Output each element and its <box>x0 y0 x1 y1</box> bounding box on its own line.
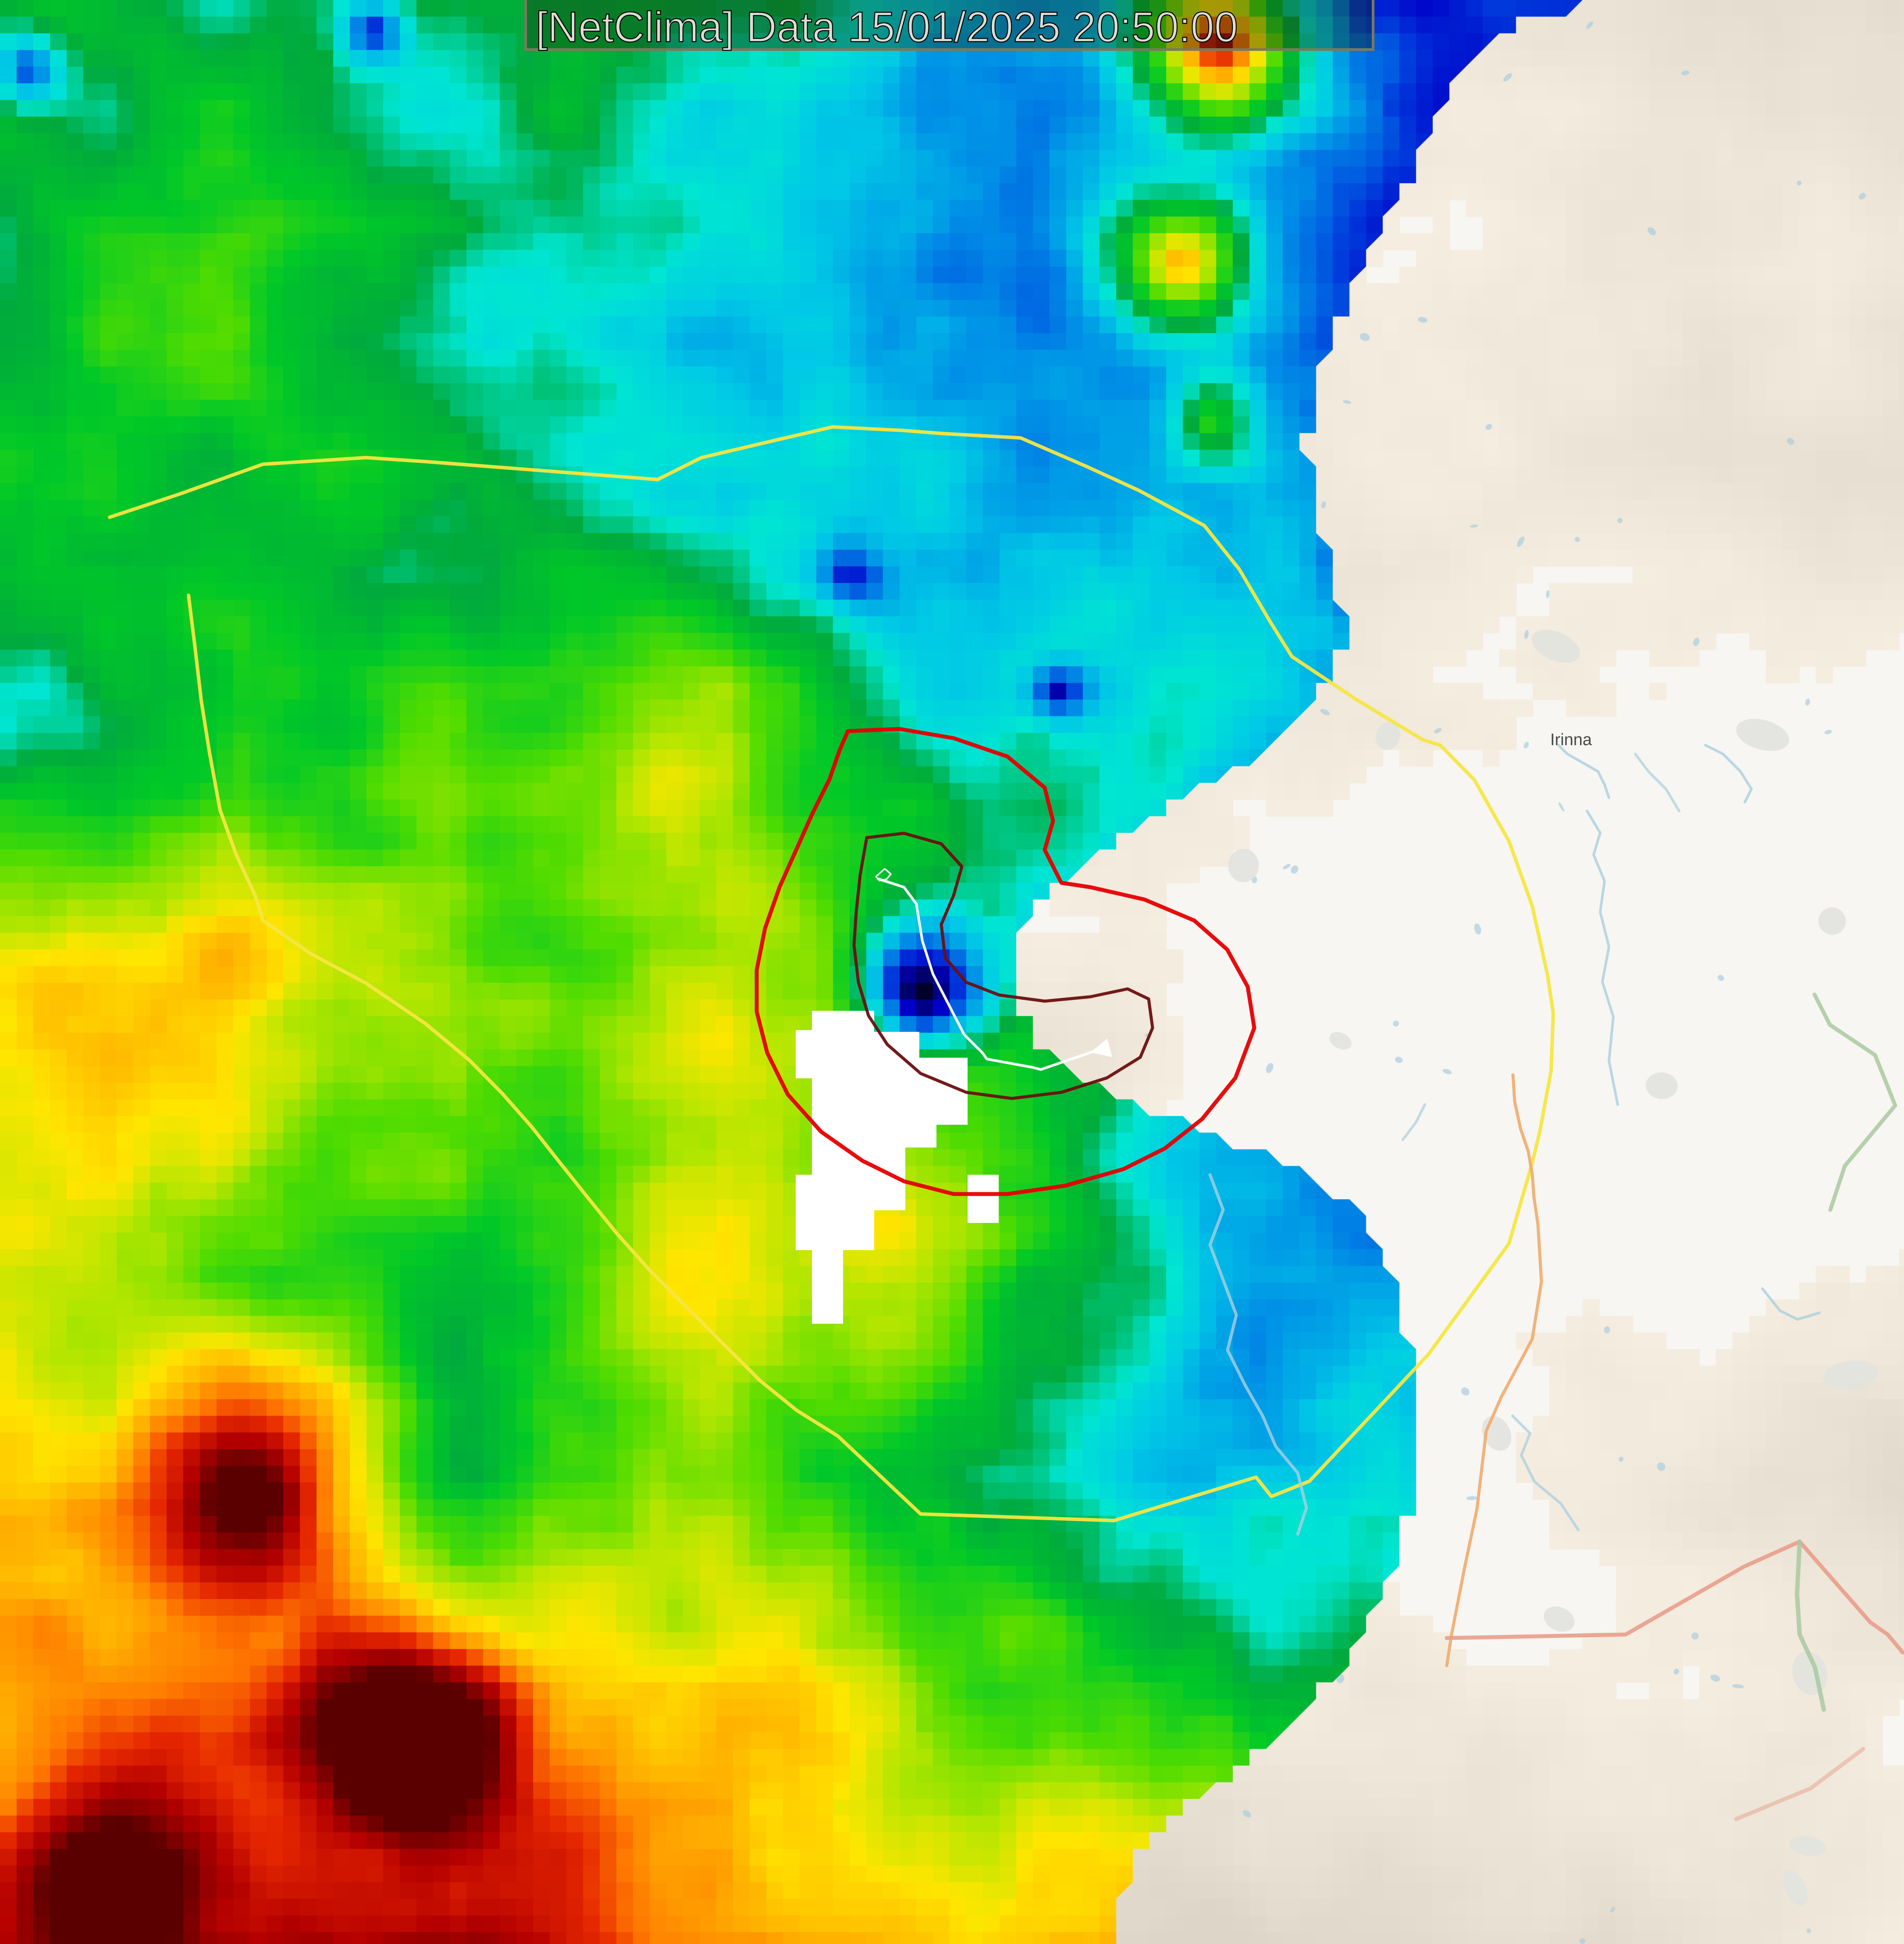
svg-text:Irinna: Irinna <box>1550 731 1592 749</box>
